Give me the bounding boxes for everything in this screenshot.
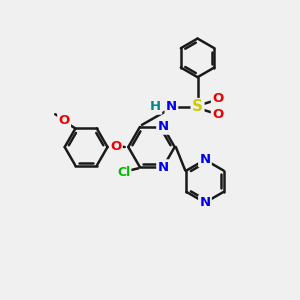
Text: O: O: [212, 92, 224, 105]
Text: N: N: [200, 153, 211, 166]
Text: N: N: [158, 121, 169, 134]
Text: H: H: [150, 100, 161, 113]
Text: N: N: [158, 160, 169, 174]
Text: O: O: [212, 108, 224, 122]
Text: Cl: Cl: [117, 166, 130, 179]
Text: N: N: [166, 100, 177, 113]
Text: N: N: [200, 196, 211, 209]
Text: S: S: [192, 99, 203, 114]
Text: O: O: [110, 140, 122, 153]
Text: O: O: [58, 114, 70, 127]
